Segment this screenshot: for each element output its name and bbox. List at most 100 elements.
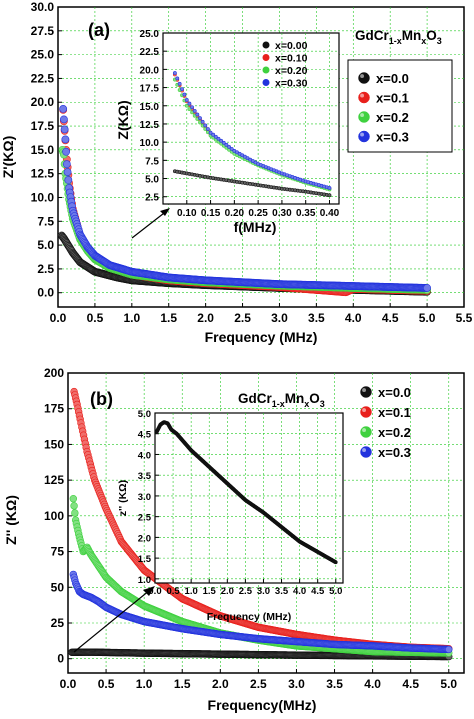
legend-marker-x=0.3 [358, 130, 370, 143]
x-tick-label: 3.5 [275, 586, 289, 597]
panel-b-label: (b) [90, 389, 113, 409]
y-tick-label: 15.0 [140, 102, 160, 113]
y-tick-label: 200 [44, 366, 64, 380]
panel-b-y-axis-label: Z'' (KΩ) [3, 495, 19, 545]
data-point-x=0.3 [63, 168, 72, 176]
y-tick-label: 5.0 [145, 175, 159, 186]
legend-title-a-part-1: GdCr [355, 28, 389, 43]
x-tick-label: 2.0 [197, 311, 214, 325]
legend-marker-x=0.3 [360, 446, 372, 458]
panel-a: 0.0 0.5 1.0 1.5 2.0 2.5 3.0 3.5 4.0 4.5 5.0 5.5 0.0 2… [0, 0, 473, 345]
x-tick-label: 5.0 [440, 677, 457, 691]
panel-b-inset-ticks: 0.0 0.5 1.0 1.5 2.0 2.5 3.0 3.5 4.0 4.5 5.0 1.0 1.5 2… [138, 409, 343, 597]
y-tick-label: 0 [57, 652, 64, 666]
data-point-x=0.3 [423, 284, 431, 292]
data-point-x=0.30 [200, 119, 205, 124]
legend-label-x=0.1: x=0.1 [378, 405, 411, 420]
x-tick-label: 3.0 [271, 311, 288, 325]
panel-b-inset-y-label: z'' (KΩ) [117, 480, 129, 516]
y-tick-label: 20.0 [140, 65, 160, 76]
legend-marker-x=0.2 [360, 426, 372, 438]
x-tick-label: 1.5 [174, 677, 191, 691]
data-point-x=0.30 [229, 146, 234, 151]
y-tick-label: 22.5 [140, 47, 160, 58]
y-tick-label: 27.5 [31, 24, 55, 38]
data-point-x=0.3 [64, 176, 73, 184]
legend-marker-x=0.1 [360, 406, 372, 418]
data-point-x=0.30 [192, 108, 197, 113]
x-tick-label: 1.5 [160, 311, 177, 325]
y-tick-label: 125 [44, 473, 64, 487]
y-tick-label: 2.5 [37, 262, 54, 276]
x-tick-label: 4.5 [311, 586, 325, 597]
y-tick-label: 22.5 [31, 71, 55, 85]
legend-marker-x=0.0 [360, 386, 372, 398]
legend-marker-x=0.0 [358, 72, 370, 84]
inset-legend-marker-x=0.20 [262, 66, 270, 74]
x-tick-label: 0.0 [148, 586, 161, 597]
panel-a-legend: x=0.0 x=0.1 x=0.2 x=0.3 [347, 59, 453, 153]
x-tick-label: 5.0 [419, 311, 436, 325]
panel-a-y-axis-label: Z'(KΩ) [0, 136, 16, 179]
x-tick-label: 0.30 [272, 208, 292, 219]
y-tick-label: 25.0 [31, 48, 55, 62]
inset-legend-label-x=0.20: x=0.20 [275, 65, 308, 77]
data-point-x=0.30 [216, 136, 221, 141]
y-tick-label: 10.0 [140, 138, 160, 149]
x-tick-label: 4.5 [382, 311, 399, 325]
legend-marker-highlight [360, 132, 365, 137]
legend-label-x=0.3: x=0.3 [376, 130, 409, 145]
y-tick-label: 30.0 [31, 0, 55, 14]
x-tick-label: 0.35 [296, 208, 316, 219]
panel-b-inset-grid [155, 413, 343, 583]
y-tick-label: 3.5 [138, 471, 152, 482]
panel-a-inset-arrow [131, 209, 169, 239]
y-tick-label: 3.0 [138, 492, 151, 503]
data-point-x=0.3 [60, 115, 68, 124]
y-tick-label: 12.5 [140, 120, 160, 131]
x-tick-label: 0.5 [87, 311, 104, 325]
data-point-x=0.30 [327, 186, 332, 190]
y-tick-label: 175 [44, 402, 64, 416]
x-tick-label: 0.0 [50, 311, 67, 325]
data-point-x=0.30 [227, 144, 231, 149]
data-point-x=0.30 [219, 138, 224, 143]
y-tick-label: 17.5 [140, 84, 160, 95]
data-point-x=0.30 [172, 71, 177, 75]
y-tick-label: 12.5 [31, 167, 55, 181]
x-tick-label: 3.0 [288, 677, 305, 691]
panel-a-x-axis-label: Frequency (MHz) [205, 329, 318, 345]
data-point-x=0.30 [203, 123, 208, 128]
panel-b-inset-background [154, 412, 344, 584]
x-tick-label: 1.0 [123, 311, 140, 325]
inset-legend-marker-x=0.30 [262, 79, 270, 86]
data-point-x=0.30 [213, 134, 218, 139]
legend-label-x=0.2: x=0.2 [378, 425, 411, 440]
legend-title-b-sub-1: 1-x [272, 399, 285, 409]
legend-marker-highlight [360, 93, 365, 98]
y-tick-label: 25.0 [140, 29, 160, 40]
x-tick-label: 0.15 [201, 208, 221, 219]
legend-label-x=0.0: x=0.0 [376, 71, 409, 86]
data-point-x=0.30 [198, 116, 202, 121]
x-tick-label: 3.5 [308, 311, 325, 325]
panel-a-ticks: 0.0 0.5 1.0 1.5 2.0 2.5 3.0 3.5 4.0 4.5 5.0 5.5 0.0 2… [31, 0, 473, 325]
legend-marker-highlight [362, 388, 367, 393]
inset-legend-marker-x=0.10 [262, 54, 270, 61]
x-tick-label: 1.5 [203, 586, 217, 597]
x-tick-label: 4.0 [293, 586, 306, 597]
panel-a-inset-y-label: Z(KΩ) [115, 100, 131, 139]
panel-b-frame [67, 372, 465, 674]
data-point-x=0.20 [187, 107, 192, 111]
data-point-x=0.3 [60, 125, 69, 134]
panel-b-marks [68, 387, 453, 661]
y-tick-label: 100 [44, 509, 64, 523]
data-point-x=0.30 [206, 127, 210, 131]
legend-title-a-sub-2: x [421, 36, 426, 46]
x-tick-label: 3.5 [326, 677, 343, 691]
x-tick-label: 0.0 [60, 677, 77, 691]
data-point-x=0.30 [175, 76, 180, 81]
panel-b: 0.0 0.5 1.0 1.5 2.0 2.5 3.0 3.5 4.0 4.5 5.0 0 25 50 75… [3, 366, 465, 713]
panel-b-inset: 0.0 0.5 1.0 1.5 2.0 2.5 3.0 3.5 4.0 4.5 5.0 1.0 1.5 2… [117, 409, 344, 623]
x-tick-label: 3.0 [257, 586, 270, 597]
